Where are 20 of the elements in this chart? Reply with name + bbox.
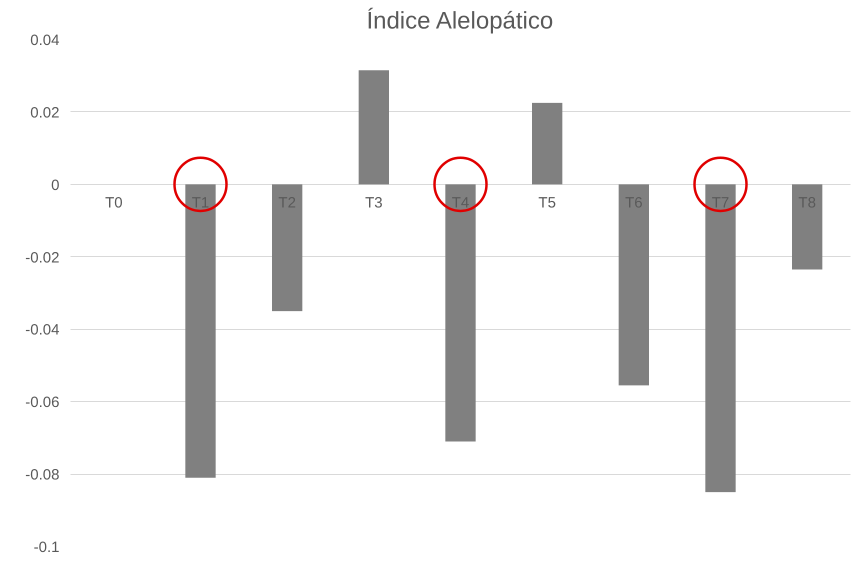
bar [185,184,216,478]
bar [618,184,649,386]
x-tick-label: T0 [105,194,123,212]
y-tick-label: 0.04 [30,32,60,49]
y-tick-label: -0.1 [34,539,60,556]
y-tick-label: -0.04 [25,322,60,339]
bar [792,184,822,270]
bar [358,70,389,184]
x-tick-label: T5 [538,194,556,212]
x-tick-label: T3 [365,194,383,212]
y-tick-label: -0.02 [25,249,60,266]
y-tick-label: -0.08 [25,466,60,484]
bar [532,102,562,184]
chart-title: Índice Alelopático [366,8,554,34]
y-tick-label: 0 [51,176,60,194]
bar [445,184,476,442]
bar [272,184,302,312]
y-tick-label: 0.02 [30,104,60,122]
bar [705,184,736,492]
y-tick-label: -0.06 [25,394,60,412]
